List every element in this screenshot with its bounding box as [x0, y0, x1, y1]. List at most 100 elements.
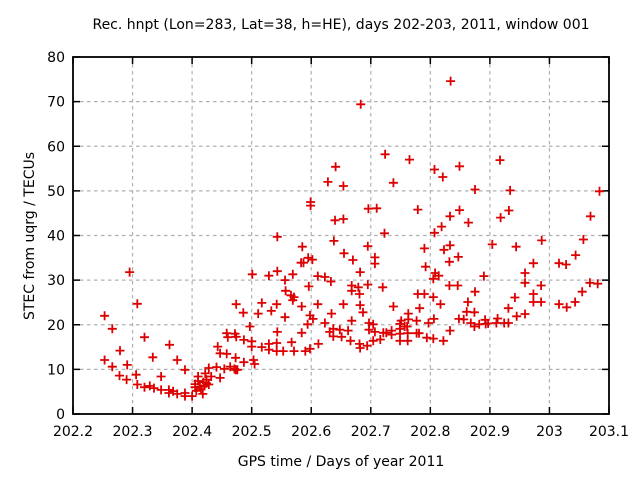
data-point-marker: [299, 258, 308, 268]
data-point-marker: [395, 336, 405, 346]
data-point-marker: [363, 280, 373, 290]
y-tick-label: 0: [56, 407, 65, 423]
data-point-marker: [368, 319, 378, 329]
chart-title: Rec. hnpt (Lon=283, Lat=38, h=HE), days …: [92, 17, 589, 33]
x-tick-label: 202.4: [172, 424, 212, 440]
data-point-marker: [346, 336, 355, 346]
data-point-marker: [272, 299, 282, 309]
data-point-marker: [313, 339, 323, 349]
data-point-marker: [222, 349, 232, 359]
data-point-marker: [140, 332, 149, 342]
data-point-marker: [511, 242, 521, 252]
data-point-marker: [125, 267, 135, 277]
data-point-marker: [107, 324, 117, 334]
data-point-marker: [405, 155, 414, 165]
y-tick-label: 80: [47, 50, 65, 66]
data-point-marker: [459, 314, 469, 324]
data-point-marker: [303, 253, 313, 263]
data-point-marker: [378, 282, 388, 292]
data-point-marker: [578, 235, 588, 244]
data-point-marker: [444, 257, 454, 267]
data-point-marker: [487, 239, 497, 249]
data-point-marker: [483, 318, 493, 328]
data-point-marker: [339, 248, 349, 258]
data-point-marker: [245, 322, 255, 331]
data-point-marker: [281, 286, 291, 296]
data-point-marker: [206, 372, 216, 381]
data-point-marker: [561, 260, 571, 269]
x-tick-label: 202.6: [291, 424, 331, 440]
data-point-marker: [370, 327, 380, 337]
data-point-marker: [149, 383, 159, 393]
data-point-marker: [280, 275, 290, 285]
x-tick-label: 202.5: [232, 424, 272, 440]
data-point-marker: [280, 312, 290, 322]
data-point-marker: [238, 308, 248, 318]
x-tick-label: 202.9: [470, 424, 510, 440]
data-point-marker: [438, 336, 448, 346]
data-point-marker: [297, 302, 307, 311]
data-point-marker: [368, 336, 378, 346]
data-point-marker: [419, 243, 429, 253]
data-point-marker: [380, 149, 390, 159]
data-point-marker: [446, 76, 456, 86]
data-point-marker: [223, 332, 233, 342]
data-point-marker: [200, 368, 210, 378]
data-point-marker: [338, 214, 348, 224]
data-point-marker: [330, 215, 340, 225]
data-point-marker: [347, 286, 357, 296]
data-point-marker: [266, 306, 276, 316]
data-point-marker: [436, 299, 445, 309]
data-point-marker: [434, 271, 444, 281]
y-tick-label: 70: [47, 95, 65, 111]
data-point-marker: [250, 359, 260, 369]
data-point-marker: [289, 346, 299, 356]
y-tick-label: 30: [47, 273, 65, 289]
data-point-marker: [172, 389, 182, 399]
data-point-marker: [387, 330, 397, 340]
data-point-marker: [577, 287, 587, 297]
data-point-marker: [396, 316, 406, 326]
y-tick-label: 40: [47, 229, 65, 245]
data-point-marker: [180, 365, 190, 375]
data-point-marker: [493, 314, 503, 323]
data-point-marker: [536, 281, 546, 290]
data-point-marker: [469, 322, 479, 331]
data-point-marker: [439, 245, 449, 255]
data-point-marker: [305, 344, 315, 354]
data-point-marker: [571, 250, 581, 260]
data-point-marker: [272, 232, 282, 242]
data-point-marker: [156, 385, 166, 395]
data-point-marker: [593, 279, 603, 289]
data-point-marker: [327, 309, 336, 319]
data-point-marker: [239, 357, 249, 367]
data-point-marker: [491, 318, 501, 328]
data-point-marker: [536, 297, 546, 307]
data-point-marker: [338, 299, 348, 309]
data-point-marker: [554, 258, 564, 268]
data-point-marker: [304, 281, 314, 291]
data-point-marker: [100, 355, 110, 365]
data-point-marker: [463, 218, 473, 228]
data-point-marker: [403, 314, 413, 324]
data-point-marker: [445, 240, 455, 250]
data-point-marker: [156, 372, 166, 381]
data-point-marker: [297, 328, 307, 338]
data-point-marker: [595, 186, 604, 196]
x-tick-label: 202.8: [410, 424, 450, 440]
data-point-marker: [272, 338, 282, 348]
data-point-marker: [348, 255, 358, 265]
data-point-marker: [586, 211, 595, 221]
data-point-marker: [355, 267, 365, 277]
data-point-marker: [204, 380, 214, 389]
data-point-marker: [297, 242, 307, 252]
x-axis-label: GPS time / Days of year 2011: [238, 454, 445, 470]
data-point-marker: [355, 343, 365, 353]
data-point-marker: [496, 213, 506, 223]
data-point-marker: [272, 327, 282, 337]
data-point-marker: [428, 274, 438, 284]
data-point-marker: [429, 314, 439, 324]
y-tick-label: 10: [47, 362, 65, 378]
data-point-marker: [231, 332, 241, 342]
